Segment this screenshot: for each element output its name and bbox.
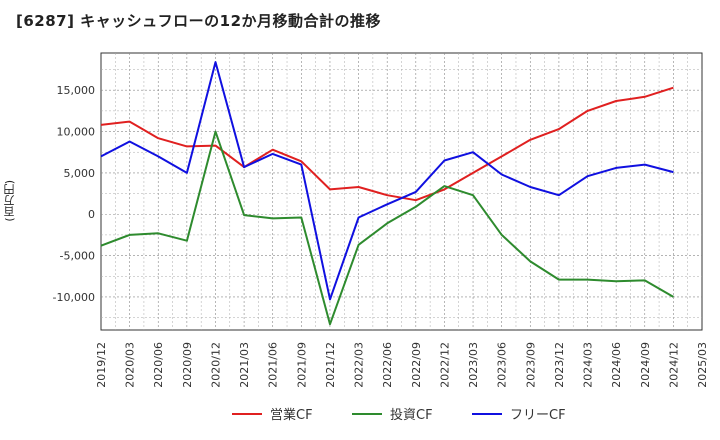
x-tick-label: 2022/03: [353, 342, 366, 388]
x-tick-label: 2023/12: [553, 342, 566, 388]
y-tick-label: 15,000: [57, 84, 96, 97]
chart-title: [6287] キャッシュフローの12か月移動合計の推移: [16, 12, 382, 30]
x-tick-label: 2022/06: [381, 342, 394, 388]
y-tick-label: 5,000: [64, 167, 96, 180]
x-tick-label: 2024/09: [639, 342, 652, 388]
series-line-1: [100, 130, 674, 326]
y-tick-label: 10,000: [57, 126, 96, 139]
x-tick-label: 2023/03: [467, 342, 480, 388]
x-tick-label: 2024/03: [582, 342, 595, 388]
legend-label-2: フリーCF: [510, 408, 566, 423]
x-tick-label: 2025/03: [696, 342, 709, 388]
x-tick-label: 2022/09: [410, 342, 423, 388]
legend-label-1: 投資CF: [390, 407, 433, 423]
x-tick-label: 2021/03: [238, 342, 251, 388]
series-line-0: [100, 86, 674, 202]
y-tick-label: -10,000: [53, 291, 95, 304]
legend-label-0: 営業CF: [270, 407, 313, 423]
x-tick-label: 2021/06: [267, 342, 280, 388]
y-tick-label: 0: [88, 208, 95, 221]
plot-area: [100, 52, 703, 331]
x-tick-label: 2023/09: [524, 342, 537, 388]
x-tick-label: 2021/09: [295, 342, 308, 388]
x-tick-label: 2020/03: [124, 342, 137, 388]
x-tick-label: 2024/12: [667, 342, 680, 388]
x-tick-label: 2020/12: [209, 342, 222, 388]
x-tick-label: 2023/06: [496, 342, 509, 388]
x-tick-label: 2020/09: [181, 342, 194, 388]
y-tick-label: -5,000: [60, 250, 95, 263]
x-tick-label: 2021/12: [324, 342, 337, 388]
x-tick-label: 2020/06: [152, 342, 165, 388]
x-tick-label: 2019/12: [95, 342, 108, 388]
x-tick-label: 2022/12: [438, 342, 451, 388]
x-tick-label: 2024/06: [610, 342, 623, 388]
series-line-2: [100, 61, 674, 301]
